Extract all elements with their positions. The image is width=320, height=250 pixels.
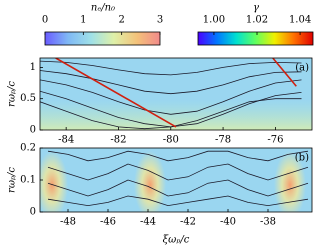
trajectory [40, 98, 302, 130]
density-blob [134, 151, 166, 212]
x-tick-label: -42 [180, 217, 196, 228]
trajectory [40, 79, 302, 115]
colorbar-tick-label: 2 [118, 15, 124, 26]
colorbar-label: nₑ/n₀ [91, 3, 115, 14]
colorbar-tick-label: 1.04 [289, 15, 311, 26]
y-tick-label: 0 [30, 207, 36, 218]
x-tick-label: -46 [100, 217, 116, 228]
y-tick-label: 1 [30, 62, 36, 73]
x-tick-label: -84 [58, 135, 74, 146]
x-tick-label: -78 [215, 135, 231, 146]
colorbar-label: γ [253, 3, 259, 14]
colorbar [44, 31, 161, 46]
panel-label: (a) [295, 63, 309, 74]
x-tick-label: -80 [163, 135, 179, 146]
panel-label: (b) [295, 153, 309, 164]
x-tick-label: -44 [140, 217, 156, 228]
colorbar-tick-label: 0 [42, 15, 48, 26]
trajectory [40, 70, 302, 95]
colorbar-tick-label: 1.00 [203, 15, 225, 26]
colorbar [197, 31, 314, 46]
plot-area [40, 58, 312, 130]
trajectory [47, 150, 309, 162]
trajectory [55, 58, 177, 128]
trajectory [272, 58, 297, 87]
y-tick-label: 0.5 [20, 93, 36, 104]
trajectory [47, 195, 309, 207]
x-tick-label: -38 [260, 217, 276, 228]
plot-background [40, 148, 312, 212]
y-axis-label: rωₚ/c [7, 81, 18, 107]
plot-area [40, 150, 309, 212]
x-tick-label: -82 [110, 135, 126, 146]
colorbar-tick-label: 1 [80, 15, 86, 26]
trajectory [40, 60, 302, 76]
trajectory [47, 179, 309, 197]
colorbar-tick-label: 1.02 [246, 15, 268, 26]
x-tick-label: -48 [60, 217, 76, 228]
y-tick-label: 0.2 [20, 143, 36, 154]
density-blob [40, 151, 68, 212]
colorbar-tick-label: 3 [157, 15, 163, 26]
y-axis-label: rωₚ/c [7, 167, 18, 193]
y-tick-label: 0.1 [20, 175, 36, 186]
density-blob [274, 151, 306, 212]
density-band [40, 100, 312, 130]
y-tick-label: 0 [30, 125, 36, 136]
x-tick-label: -76 [267, 135, 283, 146]
x-tick-label: -40 [220, 217, 236, 228]
plot-frame [39, 57, 313, 131]
x-axis-label: ξωₚ/c [163, 235, 190, 246]
trajectory [47, 163, 309, 181]
